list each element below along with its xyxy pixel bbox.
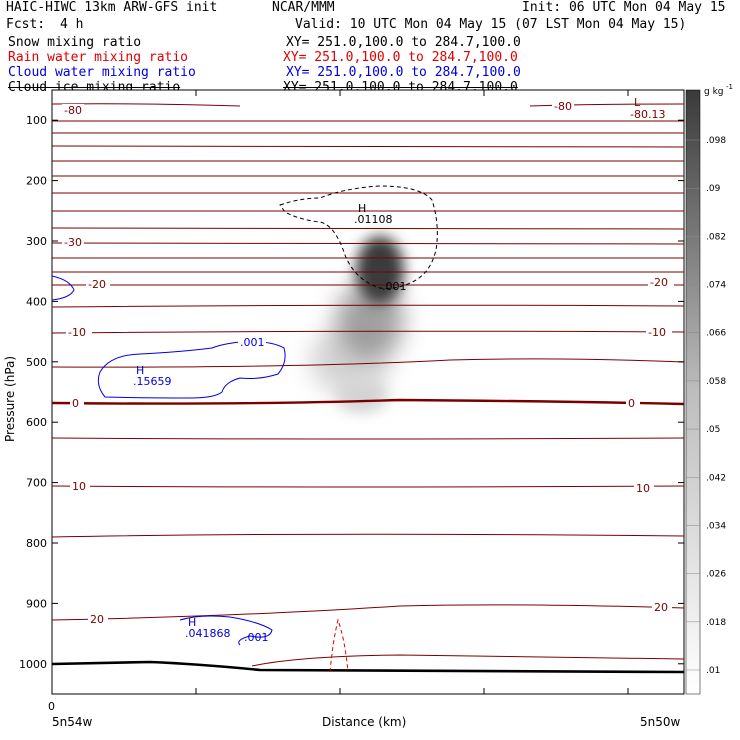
y-tick-label: 800 [26,537,47,550]
valid-time: Valid: 10 UTC Mon 04 May 15 (07 LST Mon … [295,17,687,32]
colorbar-level-label: .098 [706,136,726,146]
cloud-water-contour-left [52,275,75,301]
y-tick-label: 1000 [19,658,47,671]
colorbar-level-label: .018 [706,618,726,628]
y-tick-label: 700 [26,477,47,490]
cw-contour-label: .001 [240,336,265,349]
colorbar-level-label: .01 [706,666,720,676]
isotherm-label: -80 [64,104,82,117]
cw-high-marker: H [136,364,144,377]
cloud-water-contour-low [179,615,273,646]
isotherm-label: -10 [68,326,86,339]
field-xy-rain: XY= 251.0,100.0 to 284.7,100.0 [283,50,518,65]
colorbar-level-label: .066 [706,329,726,339]
colorbar-level-label: .042 [706,473,726,483]
cloud-ice-contour [279,185,438,289]
ice-high-marker: H [358,202,366,215]
field-xy-cloud-water: XY= 251.0,100.0 to 284.7,100.0 [286,65,521,80]
y-tick-label: 400 [26,295,47,308]
init-time: Init: 06 UTC Mon 04 May 15 [522,0,726,15]
isotherm-label: 0 [72,397,79,410]
org-label: NCAR/MMM [272,0,335,15]
y-tick-label: 900 [26,597,47,610]
y-tick-label: 600 [26,416,47,429]
colorbar-level-label: .082 [706,232,726,242]
isotherm-label: -20 [650,276,668,289]
isotherm-label: 0 [628,397,635,410]
x-end-label: 5n50w [640,715,681,729]
cw-low-high-marker: H [188,616,196,629]
rain-water-contour [329,618,349,673]
isotherm-label: 10 [72,480,86,493]
y-tick-label: 300 [26,235,47,248]
colorbar-level-label: .05 [706,425,720,435]
colorbar-level-label: .034 [706,521,726,531]
ice-contour-label: .001 [382,280,407,293]
ice-high-value: .01108 [354,213,393,226]
y-axis-label: Pressure (hPa) [3,356,17,442]
field-name-snow: Snow mixing ratio [8,35,142,50]
isotherm-label: 20 [654,601,668,614]
x-zero-label: 0 [48,700,55,713]
colorbar-level-label: .09 [706,184,721,194]
cw-low-high-value: .041868 [185,627,231,640]
isotherm-label: -10 [648,326,666,339]
y-tick-label: 100 [26,114,47,127]
colorbar: .01 .018 .026 .034 .042 .05 .058 .066 .074 .082 .0… [685,83,733,695]
cw-low-contour-label: .001 [244,631,269,644]
isotherm-labels: -80 -80 -30 -20 -20 -10 -10 0 0 10 10 20… [62,100,674,626]
x-start-label: 5n54w [52,715,93,729]
cw-high-value: .15659 [133,375,172,388]
isotherm-label: -20 [88,278,106,291]
ground-surface [52,660,684,674]
colorbar-level-label: .058 [706,377,726,387]
low-marker: L [634,96,641,109]
x-axis-ticks [195,90,629,694]
isotherms [52,103,684,667]
isotherm-label: -80 [554,100,572,113]
y-tick-label: 500 [26,356,47,369]
chart-title: HAIC-HIWC 13km ARW-GFS init [6,0,218,15]
colorbar-level-label: .026 [706,570,726,580]
isotherm-label: 10 [636,482,650,495]
colorbar-unit: g kg [704,87,724,97]
forecast-value: 4 h [60,17,84,32]
colorbar-unit-exponent: -1 [726,83,733,91]
y-tick-label: 200 [26,175,47,188]
isotherm-label: 20 [90,613,104,626]
field-name-cloud-water: Cloud water mixing ratio [8,65,196,80]
forecast-label: Fcst: [6,17,46,32]
isotherm-label: -30 [64,236,82,249]
colorbar-level-label: .074 [706,281,726,291]
x-axis-label: Distance (km) [322,715,406,729]
cloud-water-contour-mid [97,341,286,399]
field-xy-snow: XY= 251.0,100.0 to 284.7,100.0 [286,35,521,50]
low-value: -80.13 [630,108,665,121]
snow-shading [310,236,404,413]
field-name-rain: Rain water mixing ratio [8,50,189,65]
